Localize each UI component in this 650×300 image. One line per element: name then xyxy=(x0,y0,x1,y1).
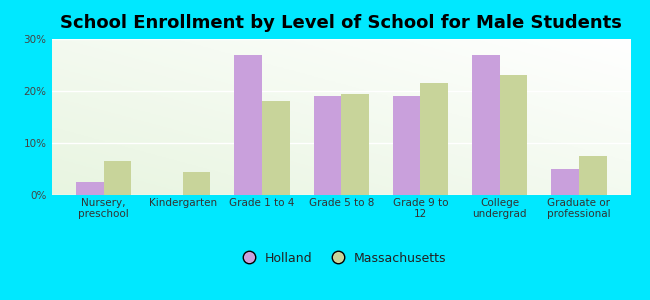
Bar xyxy=(341,94,369,195)
Bar xyxy=(103,161,131,195)
Bar xyxy=(183,172,211,195)
Bar xyxy=(234,55,262,195)
Bar xyxy=(393,96,421,195)
Bar xyxy=(579,156,606,195)
Legend: Holland, Massachusetts: Holland, Massachusetts xyxy=(231,247,451,270)
Bar xyxy=(500,75,528,195)
Bar xyxy=(313,96,341,195)
Bar xyxy=(551,169,579,195)
Title: School Enrollment by Level of School for Male Students: School Enrollment by Level of School for… xyxy=(60,14,622,32)
Bar xyxy=(472,55,500,195)
Bar xyxy=(262,101,290,195)
Bar xyxy=(421,83,448,195)
Bar xyxy=(76,182,103,195)
